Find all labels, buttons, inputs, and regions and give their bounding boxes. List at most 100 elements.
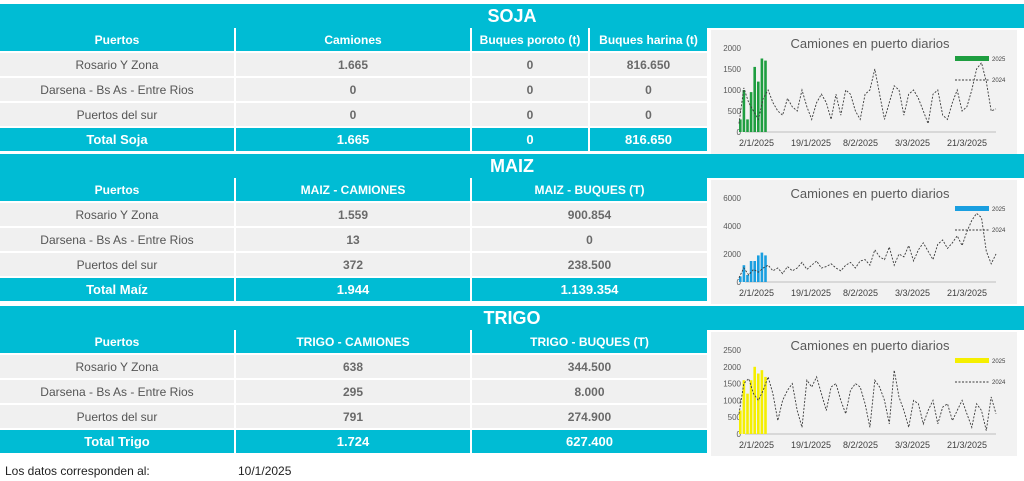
trigo-total-buques: 627.400 (472, 430, 709, 454)
maiz-puerto: Puertos del sur (0, 253, 236, 277)
maiz-buques: 238.500 (472, 253, 709, 277)
maiz-col-camiones: MAIZ - CAMIONES (236, 178, 472, 202)
y-tick-label: 2000 (723, 250, 741, 259)
x-tick-label: 3/3/2025 (895, 138, 930, 148)
maiz-total-row: Total Maíz 1.944 1.139.354 (0, 278, 709, 303)
line-2024 (738, 370, 997, 431)
table-row: Darsena - Bs As - Entre Rios 0 0 0 (0, 78, 709, 103)
soja-col-buques-poroto: Buques poroto (t) (472, 28, 590, 52)
maiz-puerto: Darsena - Bs As - Entre Rios (0, 228, 236, 252)
soja-total-buques-poroto: 0 (472, 128, 590, 152)
chart-title: Camiones en puerto diarios (791, 186, 950, 201)
soja-camiones: 0 (236, 103, 472, 127)
legend-label-2024: 2024 (992, 228, 1006, 234)
legend-label-2025: 2025 (992, 359, 1006, 365)
y-tick-label: 1500 (723, 65, 741, 74)
legend-label-2025: 2025 (992, 207, 1006, 213)
x-tick-label: 8/2/2025 (843, 138, 878, 148)
footer-date: 10/1/2025 (238, 464, 292, 478)
x-tick-label: 2/1/2025 (739, 440, 774, 450)
soja-camiones: 0 (236, 78, 472, 102)
bar-2025 (739, 276, 742, 282)
maiz-chart-svg: Camiones en puerto diarios 0 2000 4000 6000 2… (723, 186, 1006, 298)
legend-swatch-2025 (955, 206, 989, 211)
trigo-total-camiones: 1.724 (236, 430, 472, 454)
bar-2025 (757, 255, 760, 282)
x-tick-label: 2/1/2025 (739, 138, 774, 148)
trigo-section-title: TRIGO (0, 306, 1024, 330)
trigo-puerto: Rosario Y Zona (0, 355, 236, 379)
soja-buques-poroto: 0 (472, 103, 590, 127)
maiz-col-puertos: Puertos (0, 178, 236, 202)
bar-2025 (760, 252, 764, 282)
soja-puerto: Darsena - Bs As - Entre Rios (0, 78, 236, 102)
bar-2025 (749, 380, 753, 434)
y-tick-label: 2000 (723, 363, 741, 372)
maiz-header-row: Puertos MAIZ - CAMIONES MAIZ - BUQUES (T… (0, 178, 709, 203)
y-tick-label: 1000 (723, 86, 741, 95)
x-tick-label: 8/2/2025 (843, 288, 878, 298)
soja-buques-harina: 816.650 (590, 53, 709, 77)
trigo-camiones: 791 (236, 405, 472, 429)
table-row: Puertos del sur 372 238.500 (0, 253, 709, 278)
bar-2025 (749, 261, 753, 282)
legend-label-2024: 2024 (992, 78, 1006, 84)
bar-2025 (746, 119, 749, 132)
table-row: Rosario Y Zona 1.559 900.854 (0, 203, 709, 228)
y-tick-label: 0 (737, 128, 742, 137)
soja-buques-harina: 0 (590, 103, 709, 127)
y-tick-label: 2000 (723, 44, 741, 53)
line-2024 (738, 212, 997, 278)
x-tick-label: 3/3/2025 (895, 440, 930, 450)
bar-2025 (742, 380, 746, 434)
y-tick-label: 0 (737, 278, 742, 287)
maiz-camiones: 372 (236, 253, 472, 277)
x-tick-label: 21/3/2025 (947, 440, 987, 450)
bar-2025 (753, 66, 756, 132)
bar-2025 (757, 373, 760, 434)
table-row: Darsena - Bs As - Entre Rios 295 8.000 (0, 380, 709, 405)
trigo-header-row: Puertos TRIGO - CAMIONES TRIGO - BUQUES … (0, 330, 709, 355)
trigo-puerto: Puertos del sur (0, 405, 236, 429)
trigo-buques: 8.000 (472, 380, 709, 404)
maiz-chart: Camiones en puerto diarios 0 2000 4000 6000 2… (711, 180, 1017, 304)
bar-2025 (764, 60, 767, 132)
y-tick-label: 500 (728, 413, 742, 422)
soja-total-camiones: 1.665 (236, 128, 472, 152)
maiz-camiones: 13 (236, 228, 472, 252)
trigo-total-row: Total Trigo 1.724 627.400 (0, 430, 709, 455)
chart-title: Camiones en puerto diarios (791, 36, 950, 51)
soja-chart: Camiones en puerto diarios 0 500 1000 1500 20… (711, 30, 1017, 154)
trigo-chart-svg: Camiones en puerto diarios 0 500 1000 1500 20… (723, 338, 1006, 450)
soja-header-row: Puertos Camiones Buques poroto (t) Buque… (0, 28, 709, 53)
maiz-buques: 900.854 (472, 203, 709, 227)
table-row: Puertos del sur 791 274.900 (0, 405, 709, 430)
bar-2025 (764, 376, 767, 434)
maiz-section-title: MAIZ (0, 154, 1024, 178)
soja-total-row: Total Soja 1.665 0 816.650 (0, 128, 709, 153)
bar-2025 (746, 393, 749, 434)
x-tick-label: 21/3/2025 (947, 288, 987, 298)
soja-section-title: SOJA (0, 4, 1024, 28)
bar-2025 (753, 261, 756, 282)
maiz-total-buques: 1.139.354 (472, 278, 709, 302)
soja-buques-poroto: 0 (472, 53, 590, 77)
bar-2025 (753, 366, 756, 434)
soja-buques-harina: 0 (590, 78, 709, 102)
maiz-total-label: Total Maíz (0, 278, 236, 302)
legend-label-2025: 2025 (992, 57, 1006, 63)
maiz-buques: 0 (472, 228, 709, 252)
y-tick-label: 500 (728, 107, 742, 116)
soja-col-camiones: Camiones (236, 28, 472, 52)
soja-col-buques-harina: Buques harina (t) (590, 28, 709, 52)
trigo-col-buques: TRIGO - BUQUES (T) (472, 330, 709, 354)
x-tick-label: 2/1/2025 (739, 288, 774, 298)
bar-2025 (742, 265, 746, 282)
bar-2025 (764, 255, 767, 282)
soja-total-buques-harina: 816.650 (590, 128, 709, 152)
trigo-buques: 344.500 (472, 355, 709, 379)
x-tick-label: 19/1/2025 (791, 138, 831, 148)
bar-2025 (742, 90, 746, 132)
y-tick-label: 4000 (723, 222, 741, 231)
maiz-camiones: 1.559 (236, 203, 472, 227)
